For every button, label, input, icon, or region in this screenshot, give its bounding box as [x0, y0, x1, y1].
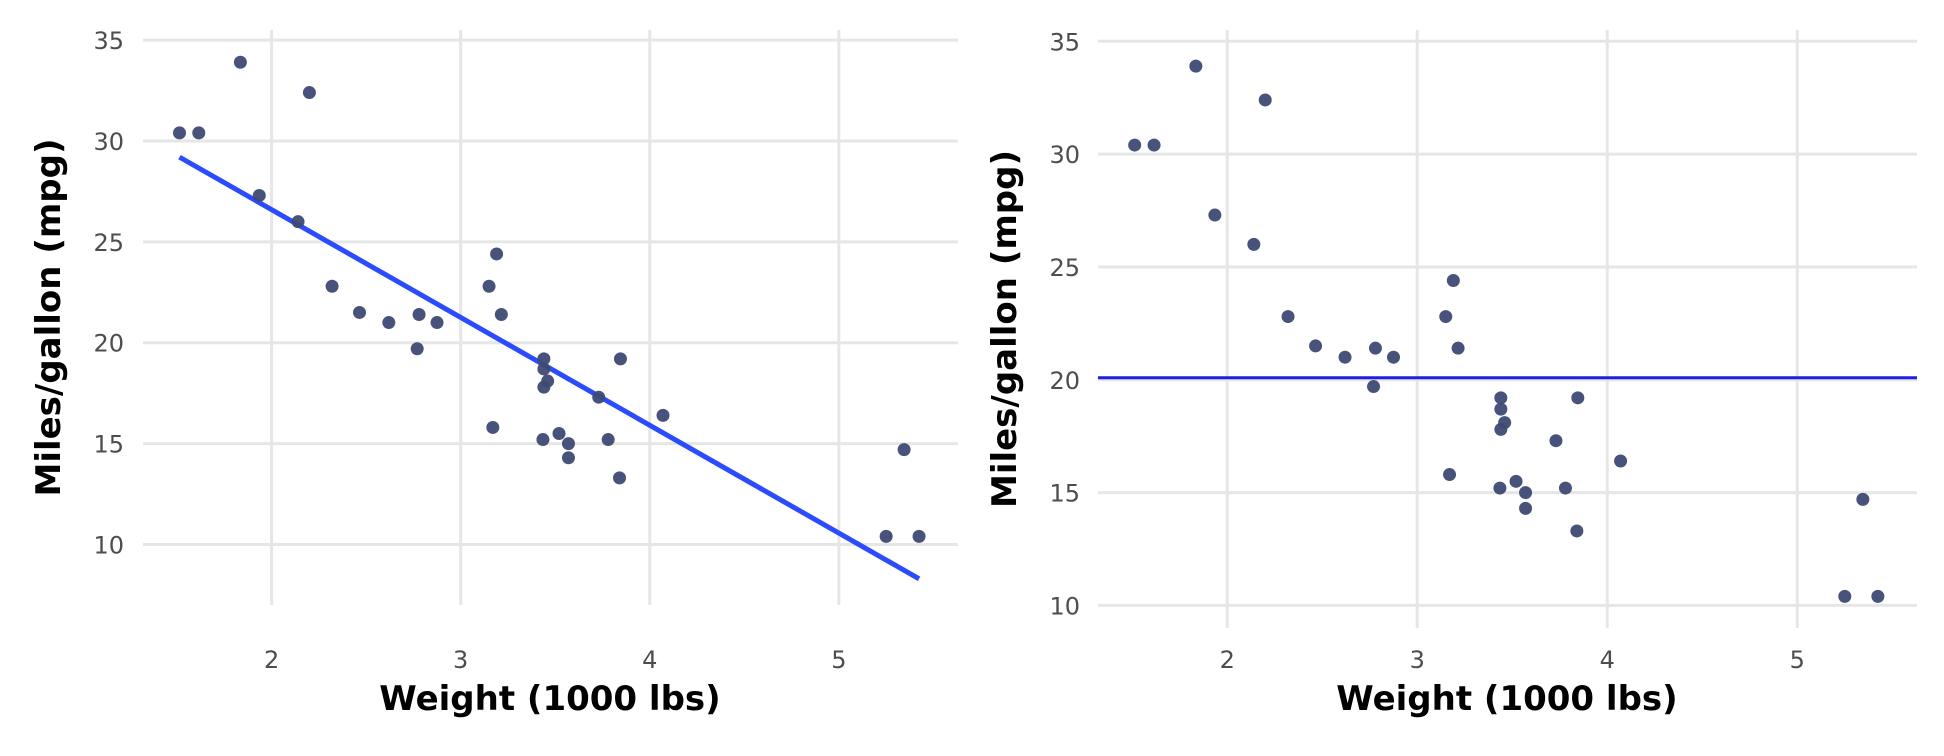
- data-point: [1614, 454, 1628, 468]
- data-point: [1439, 310, 1453, 324]
- data-point: [410, 342, 424, 356]
- data-point: [430, 316, 444, 330]
- data-point: [1338, 350, 1352, 364]
- data-points: [172, 55, 926, 543]
- data-point: [1147, 138, 1161, 152]
- x-tick-label: 2: [1220, 646, 1235, 674]
- x-tick-label: 4: [642, 646, 657, 674]
- data-point: [1498, 416, 1512, 430]
- data-point: [1386, 350, 1400, 364]
- data-point: [1368, 341, 1382, 355]
- data-point: [1493, 481, 1507, 495]
- y-tick-label: 20: [1049, 367, 1080, 395]
- data-point: [1838, 589, 1852, 603]
- data-point: [1247, 237, 1261, 251]
- data-point: [1367, 380, 1381, 394]
- left-panel: 10 15 20 25 30 35 2 3 4 5 Weight (1000 lbs) Miles/g…: [29, 27, 958, 719]
- data-point: [613, 471, 627, 485]
- right-panel: 10 15 20 25 30 35 2 3 4 5 Weight (1000 lbs) Miles/g…: [985, 28, 1917, 719]
- x-axis-title: Weight (1000 lbs): [379, 679, 720, 719]
- data-point: [1571, 391, 1585, 405]
- data-point: [1856, 492, 1870, 506]
- y-tick-label: 35: [93, 27, 124, 55]
- x-axis-title: Weight (1000 lbs): [1336, 679, 1677, 719]
- data-point: [353, 305, 367, 319]
- data-point: [1519, 501, 1533, 515]
- data-point: [1519, 486, 1533, 500]
- x-tick-label: 2: [264, 646, 279, 674]
- y-axis-title: Miles/gallon (mpg): [29, 138, 69, 496]
- x-tick-label: 3: [453, 646, 468, 674]
- y-tick-label: 30: [93, 128, 124, 156]
- data-point: [302, 86, 316, 100]
- x-tick-label: 5: [831, 646, 846, 674]
- data-point: [192, 126, 206, 140]
- data-point: [613, 352, 627, 366]
- data-point: [1189, 59, 1203, 73]
- data-point: [537, 352, 551, 366]
- gridlines: [143, 30, 958, 605]
- x-tick-label: 3: [1410, 646, 1425, 674]
- data-point: [879, 529, 893, 543]
- y-tick-label: 25: [93, 229, 124, 257]
- data-points: [1128, 59, 1885, 603]
- data-point: [1446, 273, 1460, 287]
- data-point: [1494, 402, 1508, 416]
- y-tick-label: 35: [1049, 28, 1080, 56]
- data-point: [172, 126, 186, 140]
- data-point: [1208, 208, 1222, 222]
- data-point: [490, 247, 504, 261]
- data-point: [1549, 434, 1563, 448]
- y-tick-label: 25: [1049, 254, 1080, 282]
- y-tick-label: 10: [93, 531, 124, 559]
- data-point: [482, 279, 496, 293]
- data-point: [382, 316, 396, 330]
- data-point: [1494, 391, 1508, 405]
- data-point: [1451, 341, 1465, 355]
- data-point: [561, 451, 575, 465]
- y-tick-label: 15: [1049, 480, 1080, 508]
- x-tick-label: 4: [1600, 646, 1615, 674]
- data-point: [536, 433, 550, 447]
- y-tick-label: 20: [93, 330, 124, 358]
- y-tick-label: 30: [1049, 141, 1080, 169]
- data-point: [1570, 524, 1584, 538]
- data-point: [592, 390, 606, 404]
- data-point: [291, 215, 305, 229]
- data-point: [252, 188, 266, 202]
- data-point: [912, 529, 926, 543]
- data-point: [494, 307, 508, 321]
- data-point: [1558, 481, 1572, 495]
- gridlines: [1098, 30, 1917, 628]
- data-point: [486, 420, 500, 434]
- data-point: [1281, 310, 1295, 324]
- data-point: [1871, 589, 1885, 603]
- data-point: [1128, 138, 1142, 152]
- data-point: [552, 427, 566, 441]
- data-point: [541, 374, 555, 388]
- y-axis-title: Miles/gallon (mpg): [985, 150, 1025, 508]
- data-point: [537, 362, 551, 376]
- data-point: [897, 443, 911, 457]
- data-point: [1258, 93, 1272, 107]
- data-point: [1309, 339, 1323, 353]
- data-point: [656, 408, 670, 422]
- data-point: [325, 279, 339, 293]
- x-tick-label: 5: [1790, 646, 1805, 674]
- y-tick-label: 10: [1049, 592, 1080, 620]
- data-point: [1443, 468, 1457, 482]
- y-tick-label: 15: [93, 431, 124, 459]
- data-point: [412, 307, 426, 321]
- data-point: [561, 437, 575, 451]
- data-point: [1509, 474, 1523, 488]
- data-point: [233, 55, 247, 69]
- data-point: [601, 433, 615, 447]
